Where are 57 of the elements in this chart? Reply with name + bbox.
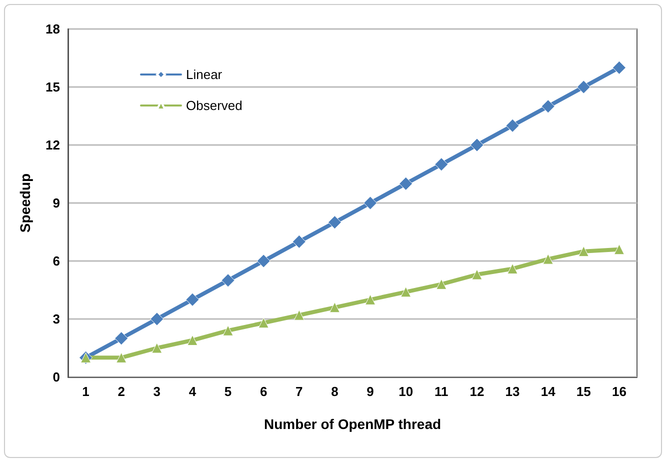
point	[292, 234, 306, 248]
point	[472, 269, 482, 280]
point	[328, 216, 342, 230]
point	[186, 292, 200, 306]
x-tick-label: 12	[470, 384, 484, 399]
x-tick-label: 6	[260, 384, 268, 399]
y-tick-label: 15	[46, 80, 60, 94]
point	[614, 244, 624, 255]
point	[578, 246, 589, 257]
x-tick-label: 7	[296, 384, 303, 399]
point	[400, 286, 412, 298]
point	[506, 118, 520, 132]
point	[150, 312, 164, 326]
point	[434, 158, 448, 172]
x-tick-label: 3	[153, 384, 161, 399]
point	[329, 302, 340, 313]
y-axis-title: Speedup	[17, 173, 33, 233]
point	[436, 278, 447, 290]
x-tick-label: 1	[82, 384, 90, 399]
point	[221, 274, 235, 288]
point	[116, 352, 127, 363]
x-tick-label: 10	[398, 384, 414, 399]
point	[187, 335, 198, 346]
x-tick-label: 8	[331, 384, 338, 399]
point	[256, 254, 270, 268]
point	[470, 138, 484, 152]
x-tick-label: 16	[612, 384, 626, 399]
x-tick-label: 13	[505, 384, 520, 399]
x-tick-label: 2	[118, 384, 125, 399]
x-tick-label: 9	[366, 384, 374, 399]
point	[222, 325, 234, 336]
point	[152, 342, 162, 354]
x-tick-label: 15	[576, 384, 591, 399]
y-tick-label: 0	[52, 370, 60, 384]
point	[364, 196, 378, 210]
point	[507, 263, 518, 274]
legend-label: Linear	[186, 67, 223, 82]
y-tick-label: 6	[52, 254, 60, 268]
x-tick-label: 14	[540, 384, 556, 399]
point	[576, 80, 590, 94]
point	[365, 294, 376, 305]
point	[541, 100, 555, 114]
x-tick-label: 5	[224, 384, 232, 399]
x-tick-label: 4	[188, 384, 197, 399]
y-tick-label: 9	[52, 196, 60, 210]
point	[399, 176, 413, 190]
legend-label: Observed	[186, 98, 242, 113]
point	[542, 254, 554, 264]
point	[258, 318, 269, 328]
y-tick-label: 3	[52, 312, 60, 326]
y-tick-label: 12	[46, 138, 60, 152]
point	[294, 310, 304, 320]
x-tick-label: 11	[434, 384, 448, 399]
point	[114, 332, 128, 346]
y-tick-label: 18	[46, 22, 60, 36]
point	[612, 60, 626, 74]
x-axis-title: Number of OpenMP thread	[264, 416, 442, 432]
